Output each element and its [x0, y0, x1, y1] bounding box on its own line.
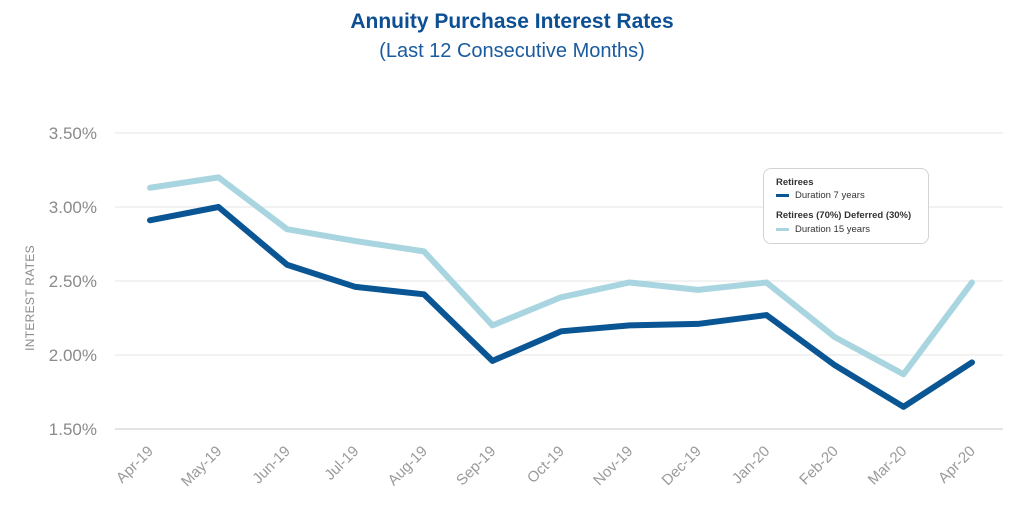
- series-line-duration-7-years: [147, 204, 975, 410]
- x-tick-label: Apr-20: [935, 443, 979, 487]
- x-tick-label: Aug-19: [385, 443, 431, 489]
- y-tick-label: 1.50%: [49, 420, 97, 439]
- y-tick-label: 3.00%: [49, 198, 97, 217]
- x-tick-label: Sep-19: [453, 443, 499, 489]
- x-tick-label: Mar-20: [865, 443, 911, 489]
- legend-item-label: Duration 7 years: [795, 190, 865, 201]
- legend-item-label: Duration 15 years: [795, 224, 870, 235]
- x-axis-ticks: Apr-19 May-19 Jun-19 Jul-19 Aug-19 Sep-19 Oct-…: [113, 443, 979, 490]
- legend-item-duration-7: Duration 7 years: [776, 190, 865, 201]
- x-tick-label: Dec-19: [659, 443, 705, 489]
- legend-swatch-light: [776, 228, 789, 231]
- x-tick-label: Nov-19: [590, 443, 636, 489]
- x-tick-label: May-19: [178, 443, 225, 490]
- series-lines: [147, 174, 975, 410]
- y-axis-ticks: 1.50% 2.00% 2.50% 3.00% 3.50%: [49, 124, 97, 439]
- legend: Retirees Duration 7 years Retirees (70%)…: [763, 168, 929, 244]
- gridlines: [115, 132, 1003, 430]
- series-line-duration-15-years: [147, 174, 975, 378]
- y-axis-label: INTEREST RATES: [23, 245, 37, 351]
- chart-title: Annuity Purchase Interest Rates: [350, 10, 674, 33]
- x-tick-label: Apr-19: [113, 443, 157, 487]
- y-tick-label: 3.50%: [49, 124, 97, 143]
- legend-item-duration-15: Duration 15 years: [776, 224, 870, 235]
- chart-subtitle: (Last 12 Consecutive Months): [379, 40, 645, 62]
- legend-swatch-dark: [776, 194, 789, 197]
- x-tick-label: Jul-19: [321, 443, 362, 484]
- x-tick-label: Jun-19: [249, 443, 293, 487]
- x-tick-label: Jan-20: [729, 443, 773, 487]
- y-tick-label: 2.00%: [49, 346, 97, 365]
- legend-group-title-deferred: Retirees (70%) Deferred (30%): [776, 210, 912, 221]
- legend-group-title-retirees: Retirees: [776, 177, 814, 188]
- y-tick-label: 2.50%: [49, 272, 97, 291]
- x-tick-label: Feb-20: [796, 443, 842, 489]
- x-tick-label: Oct-19: [524, 443, 568, 487]
